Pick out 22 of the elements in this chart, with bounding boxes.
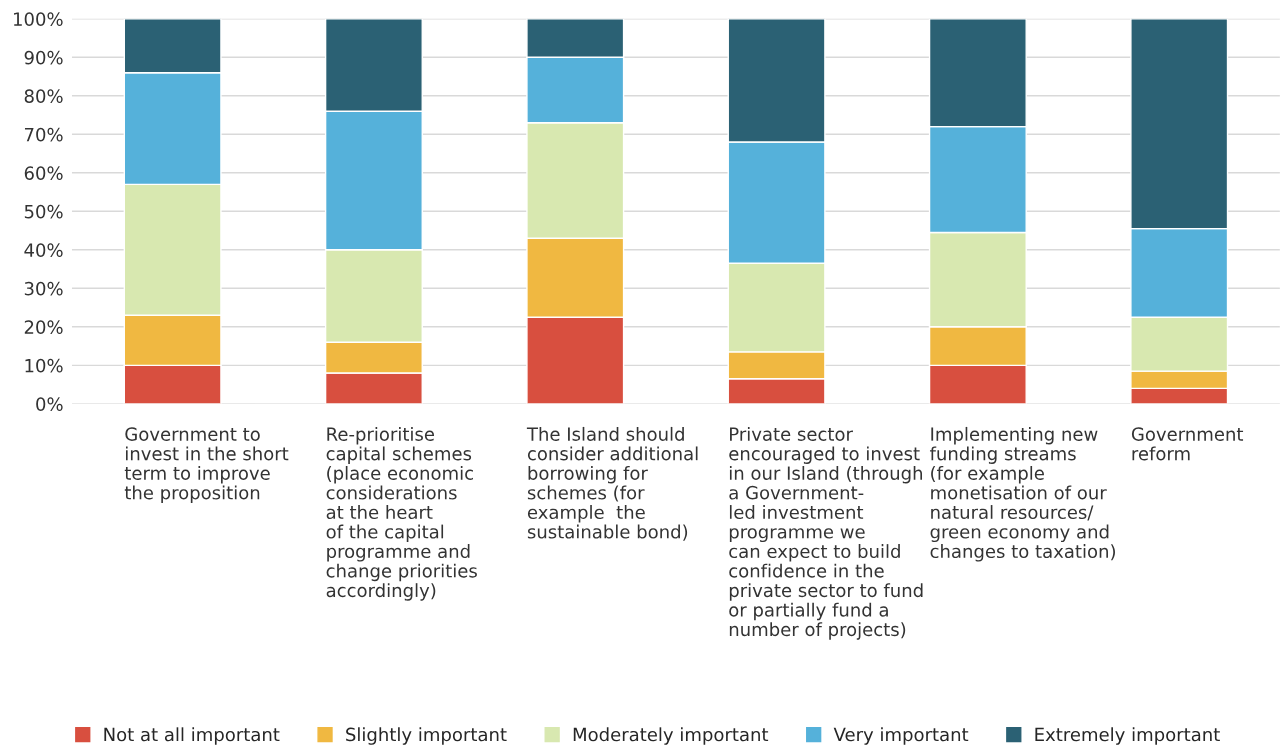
- category-label: Private sector encouraged to invest in our Island (through a Government- led investment programme we can expect to build confidence in the private sector to fund or partially fund a number of projects): [729, 426, 923, 640]
- x-tick-label: The Island should consider additional borrowing for schemes (for example the sustainable bond): [526, 426, 698, 541]
- legend-label: Very important: [833, 727, 969, 745]
- legend-label: Slightly important: [346, 727, 507, 745]
- legend-label: Moderately important: [573, 727, 769, 745]
- y-tick-label: 40%: [24, 243, 63, 257]
- x-tick-label: Implementing new funding streams (for example monetisation of our natural resources/ green economy and changes to taxation): [929, 426, 1115, 562]
- y-tick-label: 20%: [24, 320, 63, 334]
- y-tick-label: 100%: [13, 12, 63, 26]
- category-label: Re-prioritise capital schemes (place economic considerations at the heart of the capital programme and change priorities accordingly): [326, 426, 477, 601]
- y-tick-label: 0%: [36, 397, 63, 411]
- y-tick-label: 80%: [24, 89, 63, 103]
- y-tick-label: 30%: [24, 281, 63, 296]
- y-tick-label: 10%: [25, 358, 63, 373]
- y-tick-label: 70%: [24, 127, 63, 142]
- y-tick-label: 90%: [24, 50, 63, 65]
- legend-label: Not at all important: [104, 727, 280, 745]
- legend-label: Extremely important: [1035, 727, 1220, 745]
- x-tick-label: Government reform: [1131, 427, 1244, 461]
- y-tick-label: 60%: [24, 166, 63, 180]
- y-tick-label: 50%: [24, 204, 63, 219]
- x-tick-label: Government to invest in the short term to improve the proposition: [124, 427, 289, 503]
